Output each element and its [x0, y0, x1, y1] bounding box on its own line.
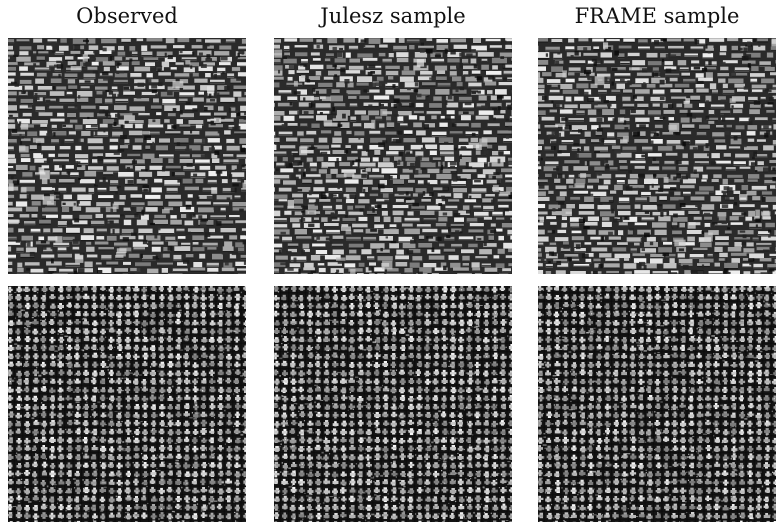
column-title-julesz-sample: Julesz sample [320, 4, 466, 28]
column-title-frame-sample: FRAME sample [574, 4, 740, 28]
texture-panel-observed-row2 [8, 286, 246, 522]
texture-panel-julesz-row1 [274, 38, 512, 274]
texture-panel-observed-row1 [8, 38, 246, 274]
texture-panel-frame-row2 [538, 286, 776, 522]
column-title-observed: Observed [76, 4, 178, 28]
texture-panel-julesz-row2 [274, 286, 512, 522]
texture-panel-frame-row1 [538, 38, 776, 274]
